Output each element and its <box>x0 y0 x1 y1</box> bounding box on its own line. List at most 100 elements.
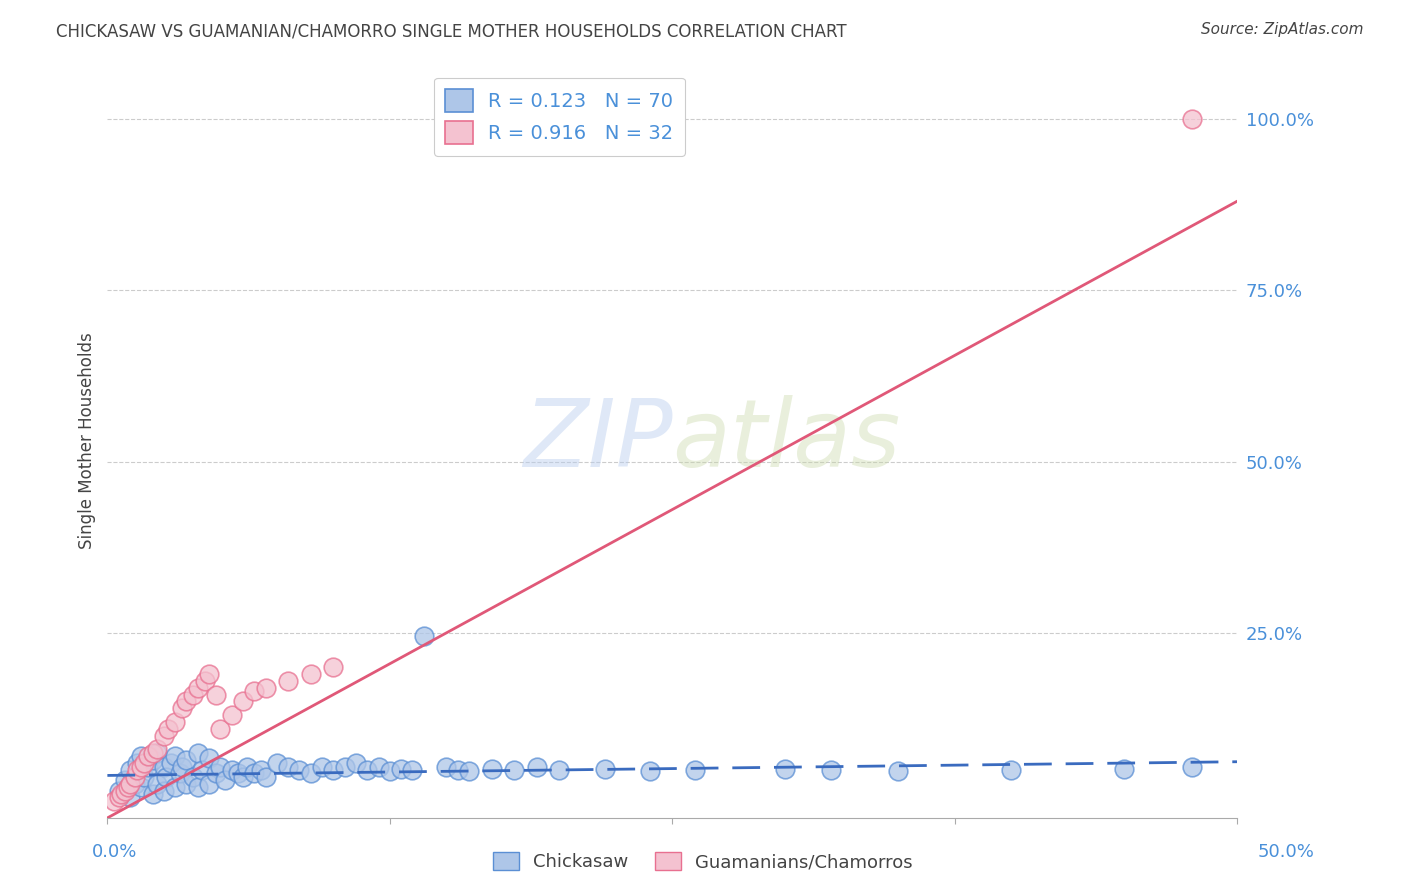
Point <box>191 763 214 777</box>
Point <box>142 746 165 760</box>
Point <box>118 790 141 805</box>
Text: CHICKASAW VS GUAMANIAN/CHAMORRO SINGLE MOTHER HOUSEHOLDS CORRELATION CHART: CHICKASAW VS GUAMANIAN/CHAMORRO SINGLE M… <box>56 22 846 40</box>
Point <box>266 756 288 770</box>
Point <box>548 763 571 777</box>
Point <box>254 681 277 695</box>
Point <box>153 783 176 797</box>
Point <box>198 750 221 764</box>
Point <box>136 749 159 764</box>
Text: Source: ZipAtlas.com: Source: ZipAtlas.com <box>1201 22 1364 37</box>
Point <box>103 794 125 808</box>
Point <box>187 780 209 794</box>
Point <box>176 753 198 767</box>
Point <box>322 763 344 777</box>
Point <box>129 749 152 764</box>
Point <box>221 763 243 777</box>
Y-axis label: Single Mother Households: Single Mother Households <box>79 333 96 549</box>
Point <box>169 766 191 780</box>
Point <box>107 783 129 797</box>
Point <box>198 667 221 681</box>
Point <box>110 787 132 801</box>
Point <box>146 742 169 756</box>
Point <box>209 722 232 736</box>
Point <box>114 783 136 797</box>
Point <box>118 763 141 777</box>
Point <box>159 756 181 770</box>
Point <box>232 694 254 708</box>
Point <box>170 759 193 773</box>
Point <box>243 684 266 698</box>
Legend: R = 0.123   N = 70, R = 0.916   N = 32: R = 0.123 N = 70, R = 0.916 N = 32 <box>433 78 685 155</box>
Point <box>1114 762 1136 776</box>
Point <box>181 688 204 702</box>
Point <box>118 777 141 791</box>
Point <box>503 763 526 777</box>
Point <box>288 763 311 777</box>
Point <box>129 780 152 794</box>
Point <box>142 787 165 801</box>
Point <box>132 770 155 784</box>
Point <box>114 773 136 788</box>
Point <box>176 694 198 708</box>
Point <box>209 759 232 773</box>
Point <box>136 759 159 773</box>
Point <box>155 770 177 784</box>
Point <box>193 673 215 688</box>
Point <box>887 764 910 779</box>
Point <box>378 764 401 779</box>
Point <box>165 714 187 729</box>
Point <box>125 763 148 777</box>
Point <box>311 759 333 773</box>
Point <box>322 660 344 674</box>
Point <box>277 673 299 688</box>
Point <box>142 753 165 767</box>
Point <box>434 759 457 773</box>
Point <box>401 763 423 777</box>
Point <box>221 708 243 723</box>
Text: 50.0%: 50.0% <box>1258 843 1315 861</box>
Point <box>187 746 209 760</box>
Point <box>1181 112 1204 126</box>
Point <box>198 777 221 791</box>
Point <box>236 759 259 773</box>
Point <box>254 770 277 784</box>
Point <box>481 762 503 776</box>
Point <box>181 770 204 784</box>
Point <box>458 764 481 779</box>
Point <box>344 756 367 770</box>
Point <box>389 762 412 776</box>
Point <box>205 766 228 780</box>
Point <box>146 777 169 791</box>
Point <box>107 790 129 805</box>
Point <box>1000 763 1022 777</box>
Point <box>117 780 139 794</box>
Text: atlas: atlas <box>672 395 901 486</box>
Point <box>1181 759 1204 773</box>
Point <box>205 688 228 702</box>
Point <box>277 759 299 773</box>
Point <box>124 777 146 791</box>
Point <box>638 764 661 779</box>
Point <box>526 759 548 773</box>
Point <box>243 766 266 780</box>
Point <box>820 763 842 777</box>
Point <box>125 756 148 770</box>
Point <box>214 773 236 788</box>
Point <box>412 629 434 643</box>
Point <box>228 766 250 780</box>
Point <box>187 681 209 695</box>
Point <box>250 763 273 777</box>
Point <box>367 759 389 773</box>
Point <box>593 762 616 776</box>
Point <box>129 759 152 773</box>
Legend: Chickasaw, Guamanians/Chamorros: Chickasaw, Guamanians/Chamorros <box>486 845 920 879</box>
Point <box>299 667 322 681</box>
Point <box>124 770 146 784</box>
Point <box>165 780 187 794</box>
Point <box>165 749 187 764</box>
Point <box>170 701 193 715</box>
Point <box>232 770 254 784</box>
Point <box>356 763 378 777</box>
Text: ZIP: ZIP <box>523 395 672 486</box>
Point <box>447 763 470 777</box>
